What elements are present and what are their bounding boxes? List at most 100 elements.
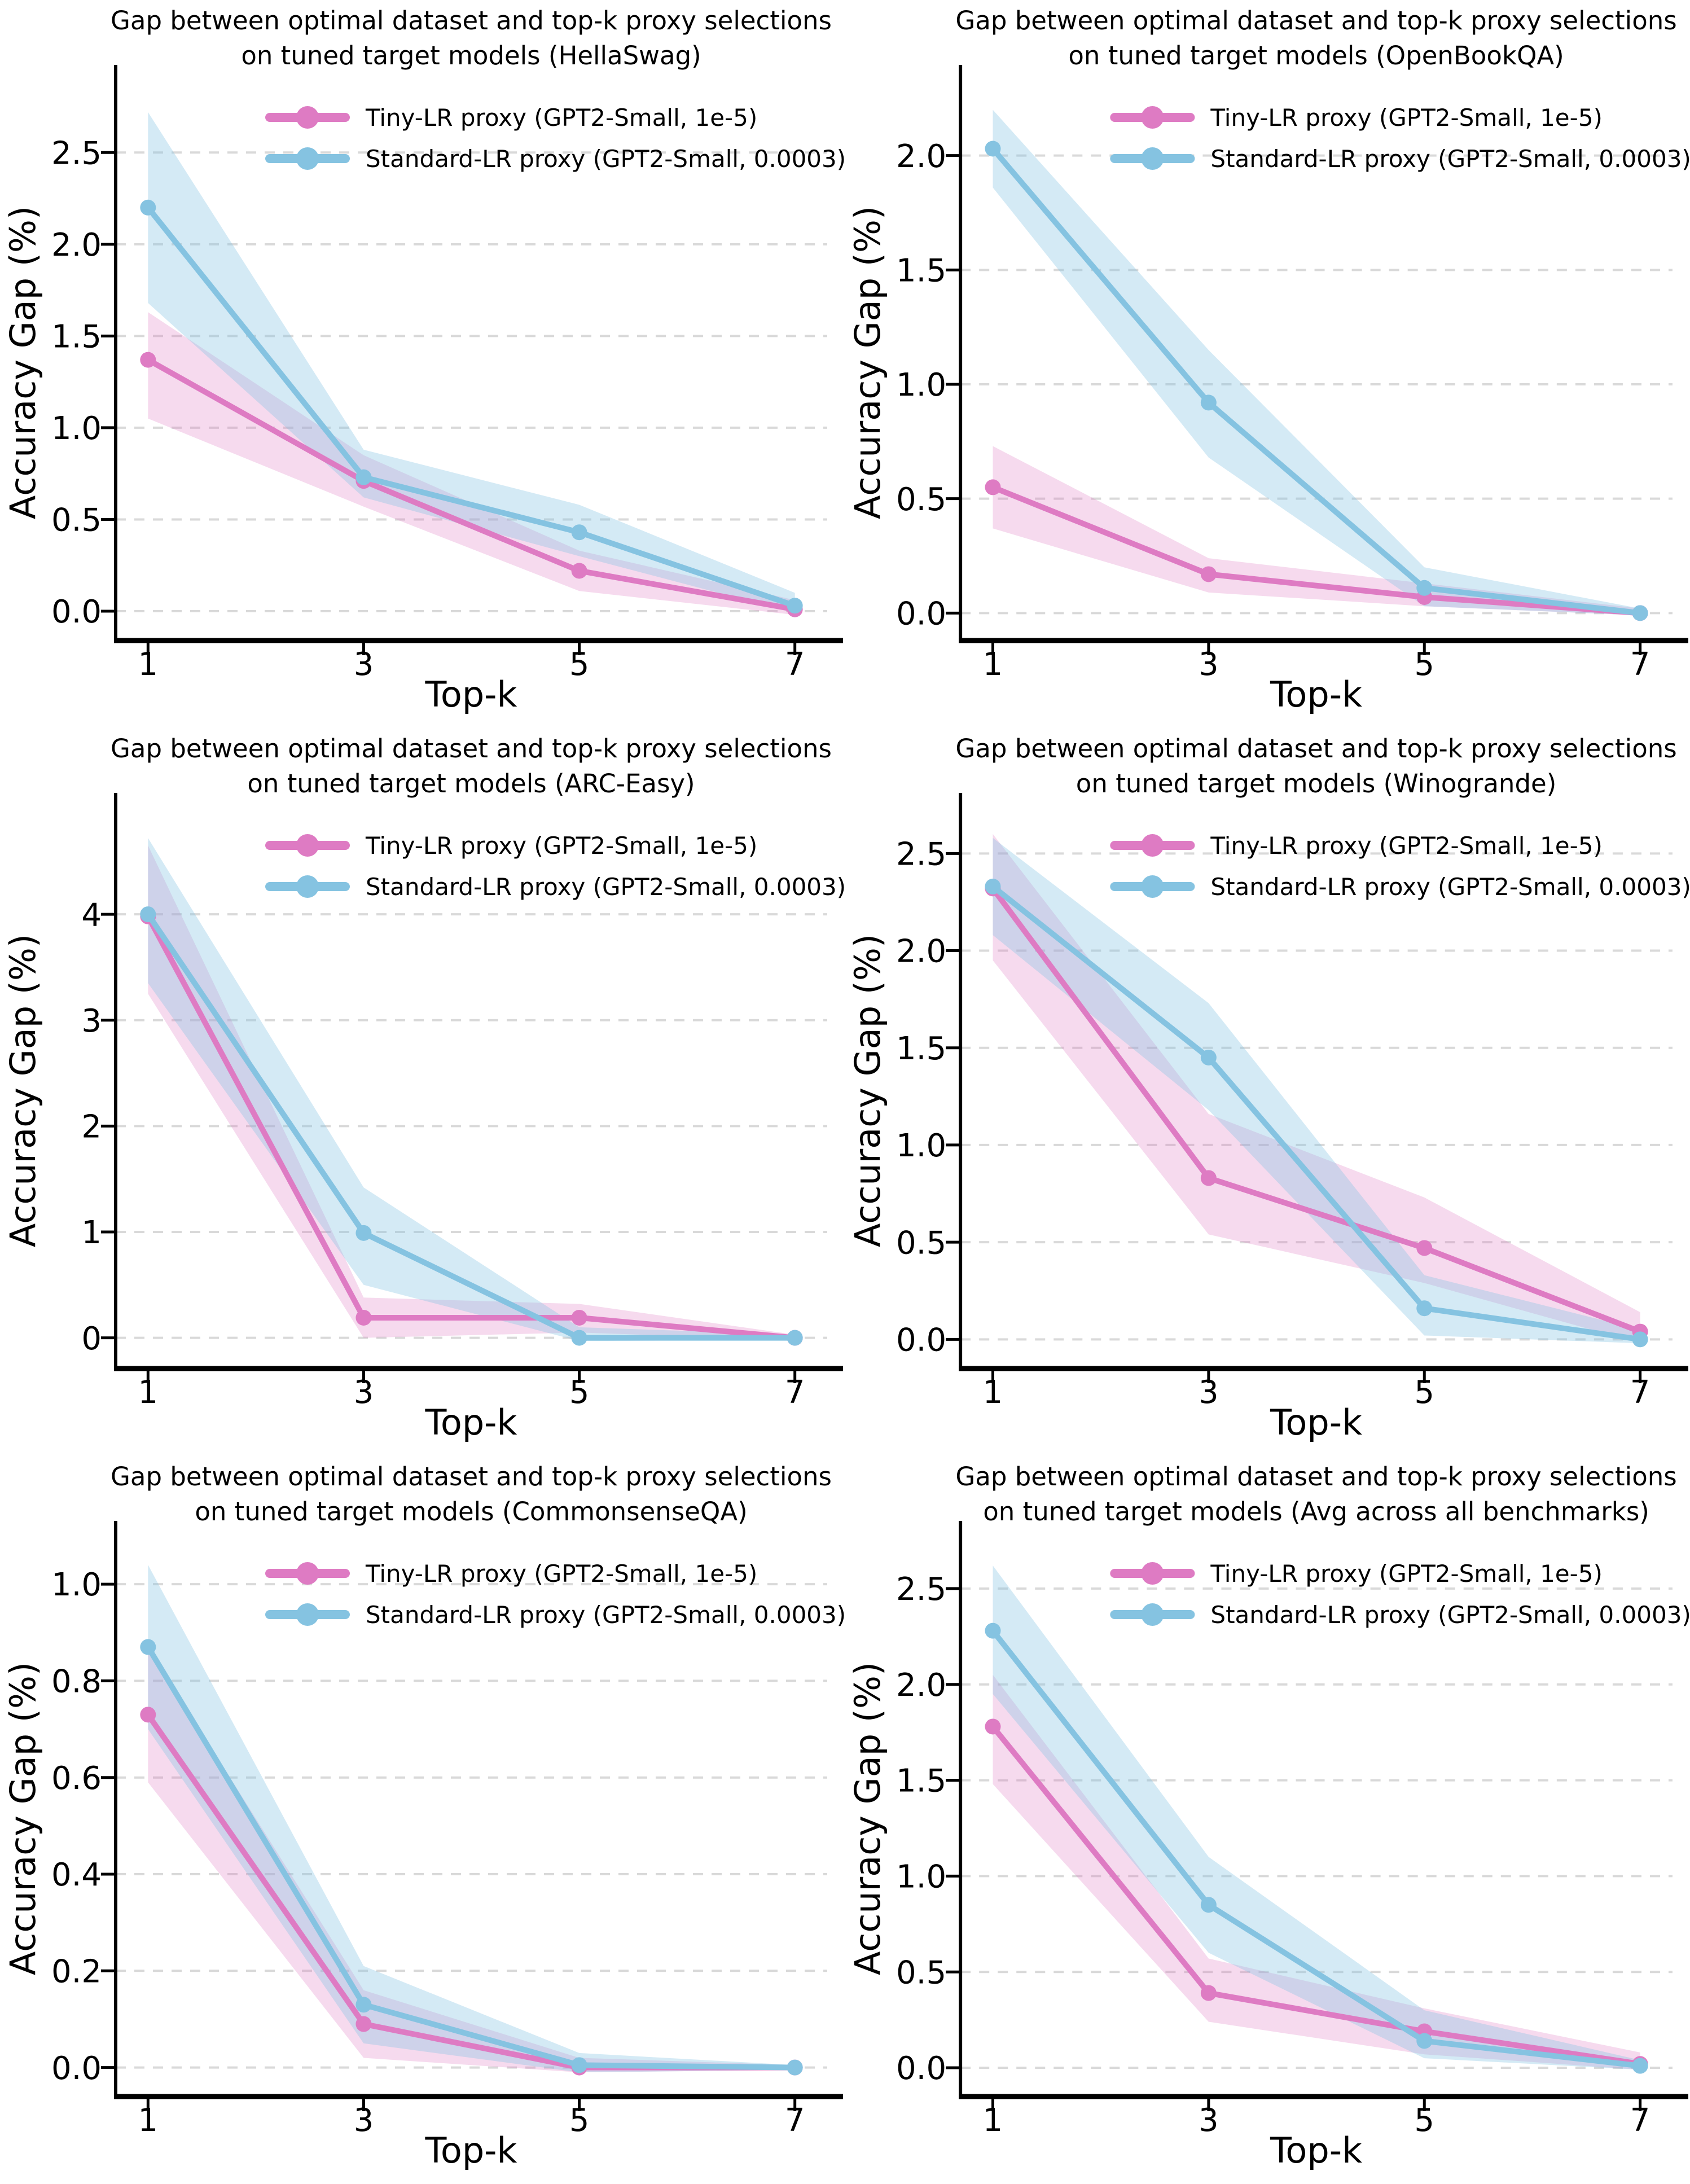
y-tick-label: 0.4 <box>51 1857 102 1893</box>
standard-confidence-band <box>993 1565 1640 2070</box>
y-tick-label: 2.5 <box>51 135 102 172</box>
chart-panel-winogrande: 0.0 0.5 1.0 1.5 2.0 2.5 1 3 5 7 Gap between optima… <box>845 728 1690 1456</box>
standard-confidence-band <box>148 112 795 613</box>
standard-data-point <box>355 1997 372 2013</box>
tiny-legend-marker <box>296 106 319 129</box>
legend-label-tiny: Tiny-LR proxy (GPT2-Small, 1e-5) <box>365 104 757 131</box>
y-tick-label: 3 <box>81 1003 102 1040</box>
standard-data-point <box>355 469 372 485</box>
tiny-data-point <box>571 1309 587 1326</box>
chart-title-line2: on tuned target models (Winogrande) <box>1076 769 1556 799</box>
y-tick-label: 2.0 <box>896 1667 946 1704</box>
y-tick-label: 2.5 <box>896 836 946 873</box>
x-tick-label: 1 <box>138 646 158 683</box>
standard-data-point <box>140 1639 156 1655</box>
tiny-data-point <box>1200 1170 1217 1186</box>
x-tick-label: 1 <box>983 1374 1003 1411</box>
tiny-legend-marker <box>1141 106 1164 129</box>
chart-svg-winogrande: 0.0 0.5 1.0 1.5 2.0 2.5 1 3 5 7 Gap between optima… <box>847 734 1690 1443</box>
tiny-line <box>145 913 798 1341</box>
chart-title-line2: on tuned target models (CommonsenseQA) <box>195 1497 747 1527</box>
chart-svg-openbookqa: 0.0 0.5 1.0 1.5 2.0 1 3 5 7 Gap between optimal d… <box>847 6 1690 715</box>
y-tick-label: 2.5 <box>896 1571 946 1608</box>
x-tick-label: 5 <box>1414 646 1434 683</box>
y-axis-label: Accuracy Gap (%) <box>847 934 888 1247</box>
legend-label-standard: Standard-LR proxy (GPT2-Small, 0.0003) <box>366 1601 845 1629</box>
chart-svg-commonsenseqa: 0.0 0.2 0.4 0.6 0.8 1.0 1 3 5 7 Gap between optima… <box>2 1462 845 2171</box>
y-tick-label: 1.0 <box>896 1128 946 1164</box>
y-tick-label: 0.5 <box>896 1954 946 1991</box>
x-axis-label: Top-k <box>1270 1402 1362 1443</box>
standard-line <box>145 1644 798 2071</box>
tiny-legend-marker <box>296 834 319 857</box>
x-tick-label: 7 <box>785 2102 805 2139</box>
legend-label-tiny: Tiny-LR proxy (GPT2-Small, 1e-5) <box>365 832 757 859</box>
y-tick-label: 0.0 <box>51 594 102 630</box>
standard-data-point <box>571 524 587 541</box>
chart-title-line1: Gap between optimal dataset and top-k pr… <box>111 1462 832 1492</box>
standard-data-point <box>1632 605 1648 621</box>
standard-line <box>990 883 1643 1343</box>
standard-data-point <box>1416 1300 1433 1317</box>
y-axis-label: Accuracy Gap (%) <box>847 1662 888 1975</box>
tiny-data-point <box>1200 566 1217 582</box>
y-tick-label: 0.0 <box>896 596 946 633</box>
x-tick-label: 3 <box>354 646 374 683</box>
y-tick-label: 4 <box>81 897 102 933</box>
tiny-legend-marker <box>1141 834 1164 857</box>
tiny-line <box>990 484 1643 616</box>
standard-data-point <box>355 1225 372 1241</box>
tiny-data-point <box>985 479 1001 495</box>
legend-label-standard: Standard-LR proxy (GPT2-Small, 0.0003) <box>366 145 845 173</box>
x-tick-label: 3 <box>354 2102 374 2139</box>
standard-line <box>145 204 798 609</box>
chart-title-line1: Gap between optimal dataset and top-k pr… <box>955 6 1676 36</box>
x-axis-label: Top-k <box>425 2130 517 2171</box>
standard-data-point <box>985 141 1001 157</box>
x-axis-label: Top-k <box>1270 2130 1362 2171</box>
x-tick-label: 1 <box>138 2102 158 2139</box>
chart-title-line1: Gap between optimal dataset and top-k pr… <box>111 6 832 36</box>
x-tick-label: 5 <box>569 1374 590 1411</box>
y-tick-label: 0.5 <box>896 1225 946 1261</box>
y-tick-label: 1.5 <box>51 319 102 356</box>
chart-title-line2: on tuned target models (Avg across all b… <box>983 1497 1649 1527</box>
standard-data-point <box>1416 2033 1433 2049</box>
standard-data-point <box>787 598 803 614</box>
standard-data-point <box>1632 2058 1648 2074</box>
tiny-confidence-band <box>993 1674 1640 2070</box>
x-tick-label: 7 <box>1630 2102 1651 2139</box>
standard-data-point <box>787 1330 803 1346</box>
y-tick-label: 0.5 <box>896 481 946 518</box>
chart-panel-commonsenseqa: 0.0 0.2 0.4 0.6 0.8 1.0 1 3 5 7 Gap between optima… <box>0 1456 845 2184</box>
y-tick-label: 0.8 <box>51 1664 102 1700</box>
standard-line <box>145 911 798 1341</box>
tiny-confidence-band <box>148 312 795 615</box>
standard-legend-marker <box>1141 875 1164 898</box>
tiny-data-point <box>985 1718 1001 1735</box>
y-tick-label: 2.0 <box>896 933 946 970</box>
legend-label-tiny: Tiny-LR proxy (GPT2-Small, 1e-5) <box>365 1560 757 1587</box>
standard-confidence-band <box>148 1564 795 2073</box>
y-tick-label: 1.0 <box>51 1567 102 1603</box>
x-tick-label: 5 <box>1414 2102 1434 2139</box>
x-tick-label: 7 <box>1630 1374 1651 1411</box>
x-tick-label: 3 <box>1199 1374 1219 1411</box>
legend-label-standard: Standard-LR proxy (GPT2-Small, 0.0003) <box>1210 1601 1690 1629</box>
tiny-confidence-band <box>993 834 1640 1344</box>
y-tick-label: 0.5 <box>51 502 102 539</box>
standard-confidence-band <box>993 109 1640 616</box>
legend-label-standard: Standard-LR proxy (GPT2-Small, 0.0003) <box>1210 873 1690 901</box>
tiny-confidence-band <box>993 446 1640 616</box>
x-axis-label: Top-k <box>425 1402 517 1443</box>
legend-label-standard: Standard-LR proxy (GPT2-Small, 0.0003) <box>1210 145 1690 173</box>
y-tick-label: 1.5 <box>896 1763 946 1800</box>
tiny-data-point <box>355 2016 372 2032</box>
y-axis-label: Accuracy Gap (%) <box>2 1662 43 1975</box>
chart-title-line1: Gap between optimal dataset and top-k pr… <box>955 1462 1676 1492</box>
legend-label-tiny: Tiny-LR proxy (GPT2-Small, 1e-5) <box>1210 832 1603 859</box>
standard-legend-marker <box>1141 1603 1164 1626</box>
standard-data-point <box>1416 580 1433 596</box>
